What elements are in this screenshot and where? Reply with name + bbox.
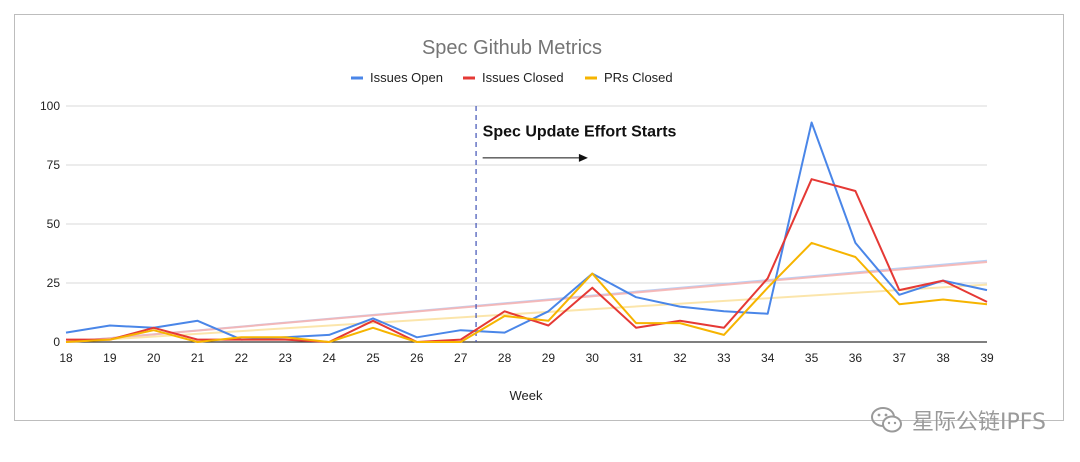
watermark: 星际公链IPFS <box>870 404 1046 436</box>
x-tick-label: 39 <box>980 351 994 365</box>
x-tick-label: 33 <box>717 351 731 365</box>
legend-entry: Issues Closed <box>482 70 564 85</box>
series-line-issues-open <box>65 121 988 341</box>
trendline-2 <box>65 283 988 343</box>
annotation-arrow-head <box>578 153 588 162</box>
x-tick-label: 30 <box>586 351 600 365</box>
legend-entry: PRs Closed <box>604 70 673 85</box>
y-tick-label: 0 <box>53 335 60 349</box>
legend-entry: Issues Open <box>370 70 443 85</box>
x-tick-label: 38 <box>936 351 950 365</box>
chart-frame: Spec Github Metrics Issues Open Issues Cl… <box>14 14 1064 421</box>
x-tick-label: 27 <box>454 351 468 365</box>
x-tick-label: 37 <box>893 351 907 365</box>
x-tick-label: 31 <box>629 351 643 365</box>
x-tick-label: 21 <box>191 351 205 365</box>
x-tick-label: 28 <box>498 351 512 365</box>
trendlines <box>65 259 988 343</box>
series-line-prs-closed <box>65 241 988 343</box>
y-tick-label: 100 <box>40 99 60 113</box>
x-tick-label: 26 <box>410 351 424 365</box>
x-tick-label: 34 <box>761 351 775 365</box>
x-axis-ticks: 18 19 20 21 22 23 24 25 26 27 28 29 30 31 32 33 34 35 36 37… <box>59 351 994 365</box>
x-tick-label: 35 <box>805 351 819 365</box>
y-tick-label: 25 <box>47 276 61 290</box>
x-tick-label: 36 <box>849 351 863 365</box>
x-axis-label: Week <box>510 388 543 403</box>
series-lines <box>65 121 988 343</box>
trendline-1 <box>65 260 988 343</box>
x-tick-label: 23 <box>279 351 293 365</box>
wechat-icon <box>871 407 902 433</box>
y-axis-ticks: 0 25 50 75 100 <box>40 99 60 349</box>
x-tick-label: 19 <box>103 351 117 365</box>
annotation-text: Spec Update Effort Starts <box>483 124 677 141</box>
x-tick-label: 18 <box>59 351 73 365</box>
x-tick-label: 22 <box>235 351 249 365</box>
y-tick-label: 50 <box>47 217 61 231</box>
x-tick-label: 20 <box>147 351 161 365</box>
line-chart: Spec Github Metrics Issues Open Issues Cl… <box>40 37 994 403</box>
y-tick-label: 75 <box>47 158 61 172</box>
x-tick-label: 24 <box>322 351 336 365</box>
x-tick-label: 29 <box>542 351 556 365</box>
watermark-text: 星际公链IPFS <box>912 410 1046 435</box>
legend: Issues Open Issues Closed PRs Closed <box>351 70 673 85</box>
x-tick-label: 32 <box>673 351 687 365</box>
x-tick-label: 25 <box>366 351 380 365</box>
annotation: Spec Update Effort Starts <box>475 106 677 342</box>
gridlines <box>66 105 987 343</box>
chart-title: Spec Github Metrics <box>422 37 602 59</box>
